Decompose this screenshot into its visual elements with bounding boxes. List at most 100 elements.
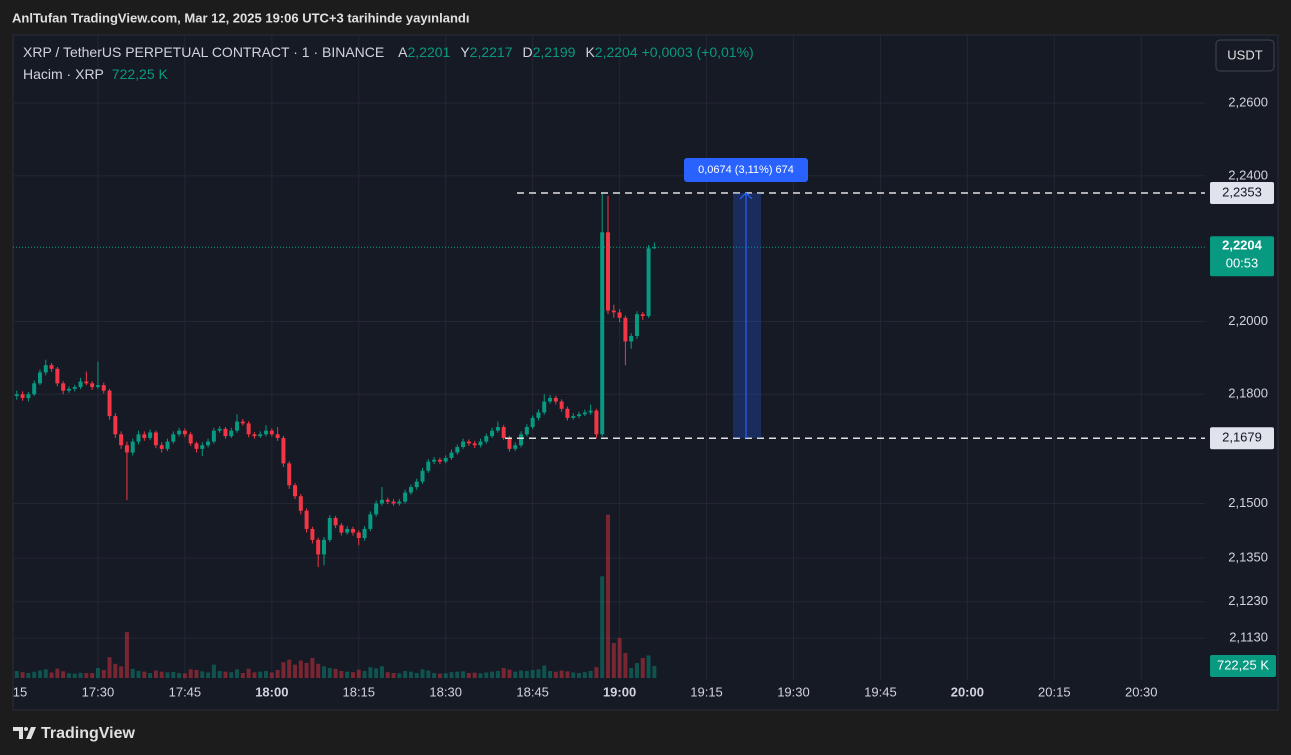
volume-bar [634, 663, 639, 678]
volume-bar [478, 673, 483, 678]
candle-body [629, 336, 634, 342]
candle-body [124, 445, 129, 453]
volume-bar [304, 663, 309, 678]
volume-bar [443, 673, 448, 678]
x-tick-label: 19:45 [864, 684, 897, 699]
candle-body [84, 381, 89, 384]
volume-bar [293, 664, 298, 678]
y-tick-label: 2,2000 [1228, 313, 1268, 328]
candle-body [188, 434, 193, 444]
y-tick-label: 2,2600 [1228, 95, 1268, 110]
legend-key: K [585, 44, 595, 60]
candle-body [420, 470, 425, 482]
volume-bar [223, 671, 228, 678]
candle-body [345, 528, 350, 533]
candle-body [519, 434, 524, 446]
candle-body [153, 432, 158, 446]
volume-bar [542, 665, 547, 678]
currency-button-label[interactable]: USDT [1227, 47, 1262, 62]
y-tick-label: 2,1230 [1228, 593, 1268, 608]
measure-label-box [684, 157, 808, 182]
volume-bar [582, 672, 587, 678]
volume-bar [26, 673, 31, 678]
volume-bar [200, 671, 205, 678]
candle-body [148, 432, 153, 438]
x-tick-label: 20:15 [1038, 684, 1071, 699]
candle-body [339, 525, 344, 533]
candle-body [437, 459, 442, 462]
volume-bar [316, 663, 321, 678]
candle-body [316, 539, 321, 555]
volume-bar [258, 671, 263, 678]
candle-body [182, 430, 187, 435]
candle-body [507, 437, 512, 449]
candle-body [634, 314, 639, 337]
candle-body [101, 385, 106, 391]
measure-label: 0,0674 (3,11%) 674 [698, 164, 794, 176]
candle-body [61, 383, 66, 391]
candle-body [426, 461, 431, 471]
candle-body [600, 232, 605, 435]
candle-body [501, 427, 506, 438]
measure-tag-label: 2,1679 [1222, 430, 1262, 445]
candle-body [130, 441, 135, 453]
volume-bar [577, 673, 582, 678]
volume-bar [449, 672, 454, 678]
volume-bar [588, 671, 593, 678]
volume-bar [14, 671, 19, 678]
candle-body [582, 412, 587, 415]
candle-body [646, 248, 651, 317]
candle-body [449, 452, 454, 458]
last-price-label: 2,2204 [1222, 238, 1263, 253]
volume-bar [600, 576, 605, 678]
candle-body [490, 430, 495, 437]
volume-bar [571, 672, 576, 678]
x-tick-label: 18:15 [342, 684, 375, 699]
legend-key: A [398, 44, 408, 60]
volume-bar [490, 671, 495, 678]
legend-line: Hacim · XRP 722,25 K [23, 66, 172, 82]
volume-bar [391, 673, 396, 678]
measure-arrowhead [739, 192, 753, 200]
volume-bar [217, 671, 222, 678]
volume-bar [61, 671, 66, 678]
candle-body [565, 408, 570, 418]
candle-body [194, 443, 199, 449]
currency-button[interactable] [1215, 39, 1275, 72]
candle-body [321, 539, 326, 555]
candle-body [95, 385, 100, 387]
volume-bar [55, 668, 60, 678]
candle-body [211, 430, 216, 442]
volume-bar [142, 671, 147, 678]
volume-bar [594, 667, 599, 678]
volume-bar [124, 632, 129, 678]
volume-bar [136, 671, 141, 678]
grid [13, 35, 1205, 680]
candle-body [142, 434, 147, 438]
candle-body [472, 443, 477, 446]
candle-body [223, 428, 228, 437]
candle-body [536, 412, 541, 418]
volume-bar [281, 662, 286, 678]
candle-body [293, 485, 298, 497]
candle-body [275, 434, 280, 438]
candle-body [559, 401, 564, 409]
candle-body [594, 410, 599, 435]
candle-body [623, 317, 628, 342]
y-tick-label: 2,2400 [1228, 167, 1268, 182]
measure-box [733, 192, 761, 439]
tv-logo [13, 727, 36, 739]
measure-tag-label: 2,2353 [1222, 184, 1262, 199]
volume-bar [119, 666, 124, 678]
volume-bar [652, 665, 657, 678]
candle-body [432, 459, 437, 462]
price-axis: 2,2600 2,2400 2,2000 2,1800 2,1500 2,1350 2,12… [1228, 95, 1268, 645]
x-tick-label: 18:30 [429, 684, 462, 699]
plot-area: 0,0674 (3,11%) 674 [13, 157, 1205, 678]
volume-name: Hacim · XRP [23, 66, 104, 82]
volume-bar [519, 670, 524, 678]
volume-bar [182, 673, 187, 678]
volume-bar [513, 671, 518, 678]
volume-bar [420, 669, 425, 678]
candle-body [49, 365, 54, 369]
